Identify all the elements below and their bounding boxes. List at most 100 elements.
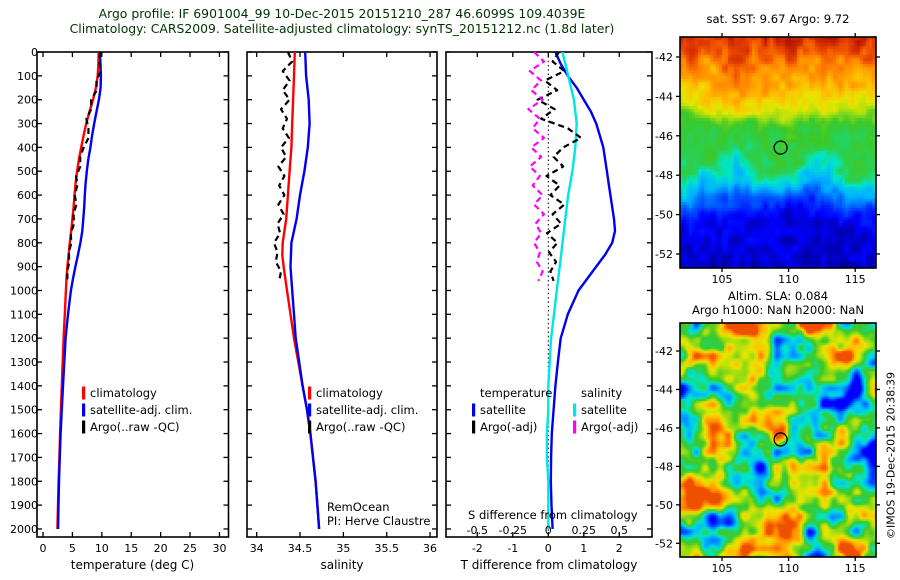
depth-tick-label: 200 xyxy=(17,94,38,107)
argo-raw-qc-line xyxy=(66,51,102,281)
legend-group-header: temperature xyxy=(480,386,552,400)
legend-marker xyxy=(472,420,476,434)
lon-tick-label: 115 xyxy=(845,562,866,575)
legend-label: satellite-adj. clim. xyxy=(90,403,192,417)
x-tick-label: 0 xyxy=(545,542,552,555)
legend-label: satellite-adj. clim. xyxy=(316,403,418,417)
s-satellite-diff-line xyxy=(545,51,578,529)
lon-tick-label: 110 xyxy=(778,562,799,575)
t-argo-diff-line xyxy=(536,51,583,282)
depth-tick-label: 1100 xyxy=(10,308,38,321)
depth-tick-label: 900 xyxy=(17,261,38,274)
x-tick-label: 10 xyxy=(95,542,109,555)
x-tick-label: 36 xyxy=(423,542,437,555)
s-tick-label: 0.25 xyxy=(572,524,597,537)
legend-group-header: salinity xyxy=(581,386,622,400)
depth-tick-label: 1000 xyxy=(10,284,38,297)
plot-title-line2: Climatology: CARS2009. Satellite-adjuste… xyxy=(69,21,615,36)
depth-tick-label: 0 xyxy=(31,46,38,59)
legend-label: climatology xyxy=(90,386,157,400)
legend-marker xyxy=(308,386,312,400)
x-tick-label: 35 xyxy=(336,542,350,555)
sst-map-title: sat. SST: 9.67 Argo: 9.72 xyxy=(706,12,850,26)
s-tick-label: -0.5 xyxy=(467,524,488,537)
x-tick-label: 5 xyxy=(69,542,76,555)
sst-map-image xyxy=(680,37,876,268)
s-tick-label: -0.25 xyxy=(499,524,527,537)
depth-tick-label: 1500 xyxy=(10,404,38,417)
satellite-adj-clim-line xyxy=(289,51,321,530)
lon-tick-label: 105 xyxy=(712,562,733,575)
legend-marker xyxy=(573,403,577,417)
legend-label: Argo(-adj) xyxy=(581,420,638,434)
x-tick-label: 35.5 xyxy=(374,542,399,555)
legend-marker xyxy=(82,420,86,434)
sla-map-title: Altim. SLA: 0.084 xyxy=(727,289,829,303)
depth-tick-label: 1800 xyxy=(10,475,38,488)
legend-label: climatology xyxy=(316,386,383,400)
x-tick-label: 0 xyxy=(40,542,47,555)
annotation-note: PI: Herve Claustre xyxy=(327,514,430,528)
legend-label: Argo(-adj) xyxy=(480,420,537,434)
depth-tick-label: 500 xyxy=(17,165,38,178)
x-axis-label: T difference from climatology xyxy=(460,558,638,572)
legend-marker xyxy=(573,420,577,434)
x-tick-label: 25 xyxy=(183,542,197,555)
x-tick-label: -2 xyxy=(472,542,483,555)
legend-label: Argo(..raw -QC) xyxy=(316,420,406,434)
depth-tick-label: 1400 xyxy=(10,380,38,393)
depth-tick-label: 100 xyxy=(17,70,38,83)
legend-marker xyxy=(82,403,86,417)
depth-tick-label: 700 xyxy=(17,213,38,226)
depth-tick-label: 800 xyxy=(17,237,38,250)
annotation-note: RemOcean xyxy=(327,500,390,514)
legend-marker xyxy=(472,403,476,417)
x-axis-label: salinity xyxy=(320,558,363,572)
temperature-profile-axis-box xyxy=(36,51,230,538)
x-tick-label: 15 xyxy=(124,542,138,555)
x-tick-label: -1 xyxy=(507,542,518,555)
t-satellite-diff-line xyxy=(549,51,617,530)
legend-marker xyxy=(82,386,86,400)
depth-tick-label: 1700 xyxy=(10,451,38,464)
argo-raw-qc-line xyxy=(272,51,294,282)
depth-tick-label: 2000 xyxy=(10,523,38,536)
s-argo-diff-line xyxy=(527,51,546,282)
depth-tick-label: 300 xyxy=(17,118,38,131)
legend-marker xyxy=(308,420,312,434)
x-tick-label: 1 xyxy=(580,542,587,555)
imos-watermark: ©IMOS 19-Dec-2015 20:38:39 xyxy=(884,372,898,539)
lon-tick-label: 115 xyxy=(845,273,866,286)
salinity-panel: 34 34.5 35 35.5 36 salinity climatology satelli… xyxy=(246,51,438,572)
climatology-line xyxy=(56,51,100,530)
legend-marker xyxy=(308,403,312,417)
legend-label: Argo(..raw -QC) xyxy=(90,420,180,434)
legend-label: satellite xyxy=(581,403,627,417)
temperature-panel: 0 5 10 15 20 25 300100200300400500600700800900… xyxy=(10,46,230,572)
sla-map-subtitle: Argo h1000: NaN h2000: NaN xyxy=(691,303,865,317)
lon-tick-label: 110 xyxy=(778,273,799,286)
depth-tick-label: 1900 xyxy=(10,499,38,512)
depth-tick-label: 1600 xyxy=(10,428,38,441)
s-tick-label: 0.5 xyxy=(611,524,629,537)
satellite-adj-clim-line xyxy=(56,51,103,530)
s-axis-label: S difference from climatology xyxy=(468,508,638,522)
x-tick-label: 30 xyxy=(212,542,226,555)
lon-tick-label: 105 xyxy=(712,273,733,286)
difference-from-climatology-axis-box xyxy=(445,51,653,538)
legend-label: satellite xyxy=(480,403,526,417)
x-tick-label: 2 xyxy=(616,542,623,555)
x-axis-label: temperature (deg C) xyxy=(71,558,194,572)
s-tick-label: 0 xyxy=(545,524,552,537)
depth-tick-label: 600 xyxy=(17,189,38,202)
x-tick-label: 34.5 xyxy=(288,542,313,555)
profile-panels: 0 5 10 15 20 25 300100200300400500600700800900… xyxy=(10,46,653,572)
sla-map-image xyxy=(680,323,876,557)
depth-tick-label: 1200 xyxy=(10,332,38,345)
plot-title-line1: Argo profile: IF 6901004_99 10-Dec-2015 … xyxy=(98,6,586,21)
x-tick-label: 34 xyxy=(250,542,264,555)
x-tick-label: 20 xyxy=(154,542,168,555)
depth-tick-label: 400 xyxy=(17,141,38,154)
salinity-profile-axis-box xyxy=(246,51,438,538)
